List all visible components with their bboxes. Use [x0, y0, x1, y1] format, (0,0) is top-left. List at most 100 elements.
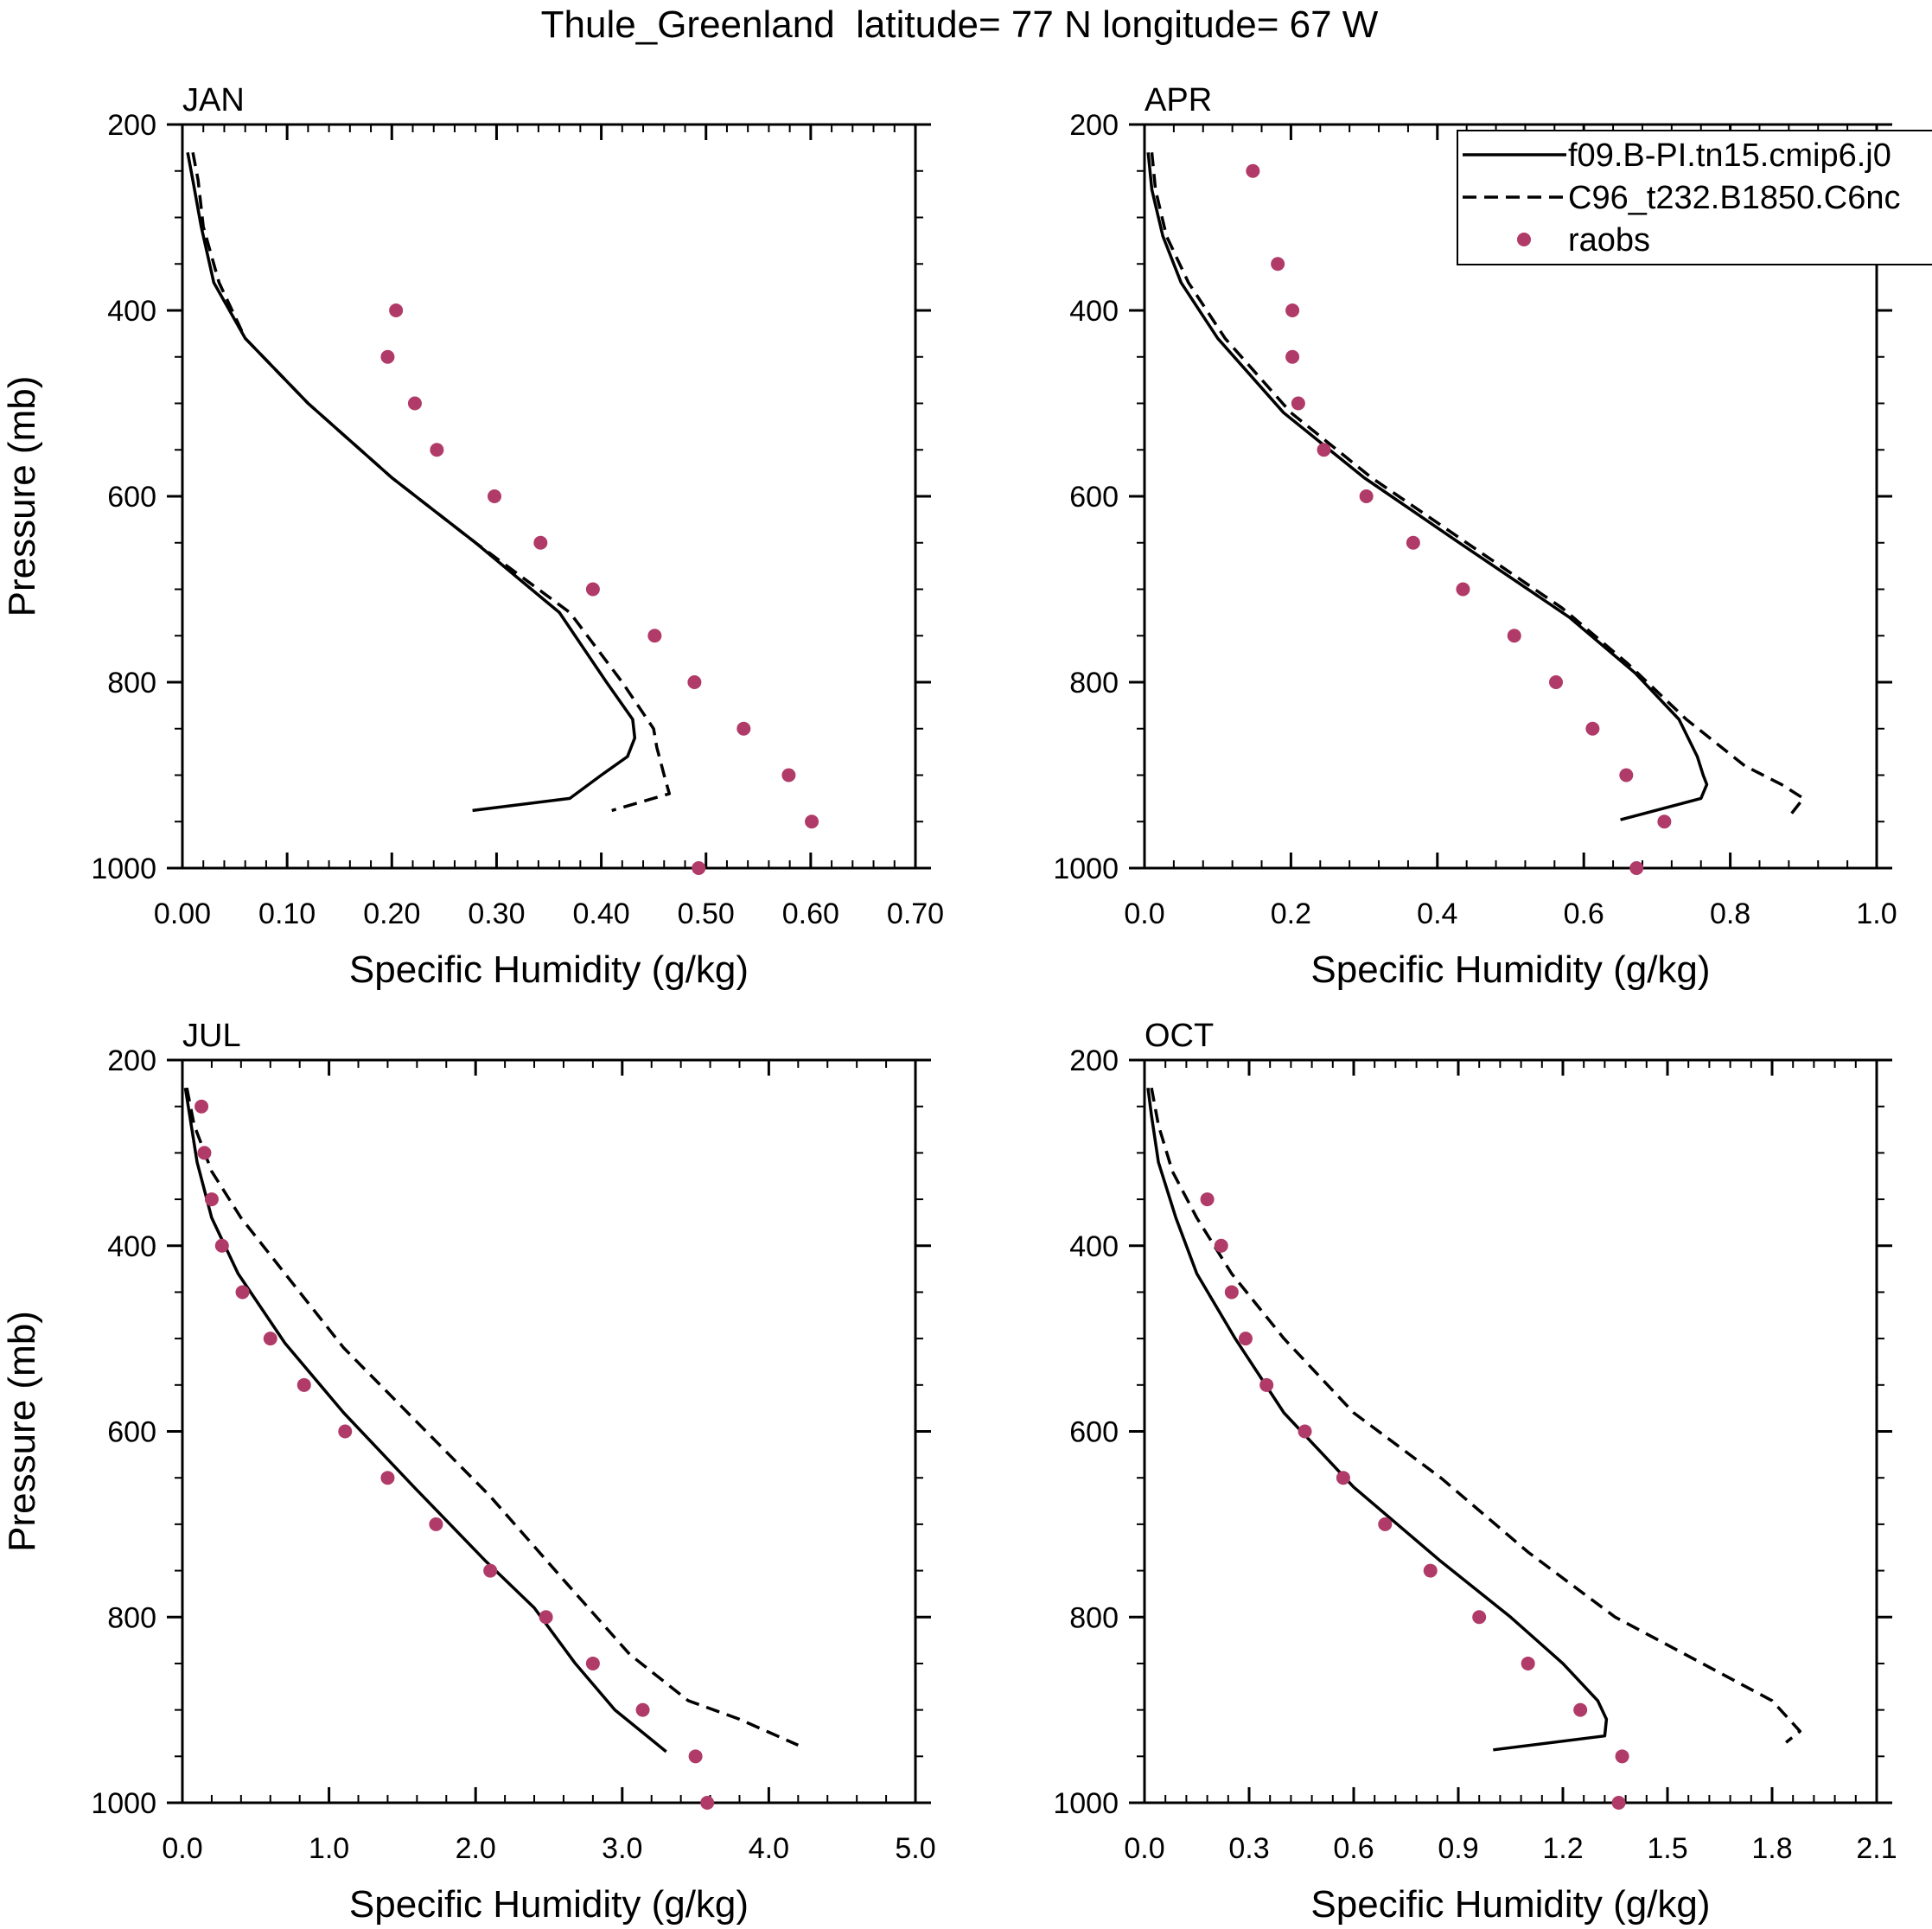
raobs-point: [688, 1749, 703, 1764]
raobs-point: [1200, 1192, 1215, 1207]
raobs-point: [194, 1099, 209, 1114]
panel-title: OCT: [1145, 1018, 1214, 1054]
y-tick-label: 200: [107, 109, 156, 142]
raobs-point: [647, 629, 662, 643]
raobs-point: [197, 1146, 212, 1160]
raobs-point: [1285, 349, 1300, 364]
y-tick-label: 200: [1069, 109, 1119, 142]
raobs-point: [585, 1656, 600, 1670]
series-line-f09: [1146, 152, 1709, 821]
y-tick-label: 800: [1069, 667, 1119, 699]
x-tick-label: 2.0: [456, 1832, 496, 1865]
raobs-point: [214, 1238, 229, 1253]
raobs-point: [235, 1285, 250, 1300]
x-tick-label: 0.4: [1417, 897, 1457, 930]
y-axis-label: Pressure (mb): [1, 1311, 43, 1552]
x-tick-label: 0.8: [1710, 897, 1750, 930]
y-tick-label: 1000: [1053, 853, 1119, 885]
raobs-point: [805, 814, 819, 829]
raobs-point: [1521, 1656, 1535, 1670]
y-tick-label: 400: [1069, 295, 1119, 328]
panel-jan: 0.00 0.10 0.20 0.30 0.40 0.50 0.60 0.70 200 400 60…: [1, 82, 944, 991]
raobs-point: [1472, 1610, 1487, 1625]
x-tick-label: 0.6: [1333, 1832, 1374, 1865]
raobs-point: [1456, 582, 1470, 597]
x-tick-label: 0.20: [363, 897, 420, 930]
raobs-point: [204, 1192, 219, 1207]
x-tick-label: 1.0: [309, 1832, 349, 1865]
panel-apr: 0.0 0.2 0.4 0.6 0.8 1.0 200 400 600 800 1000 APR Spe…: [1053, 82, 1897, 991]
raobs-point: [1259, 1377, 1274, 1392]
raobs-point: [380, 1471, 395, 1485]
panel-title: JAN: [182, 82, 245, 118]
y-tick-label: 400: [1069, 1230, 1119, 1263]
x-tick-label: 0.0: [1124, 897, 1164, 930]
y-tick-label: 1000: [1053, 1787, 1119, 1820]
raobs-point: [296, 1377, 311, 1392]
raobs-point: [338, 1424, 353, 1439]
raobs-point: [1224, 1285, 1239, 1300]
series-line-c96: [185, 1087, 800, 1747]
panel-title: APR: [1145, 82, 1212, 118]
raobs-point: [1507, 629, 1521, 643]
y-tick-label: 600: [107, 1416, 156, 1449]
raobs-point: [1573, 1702, 1588, 1717]
series-line-c96: [1150, 1087, 1802, 1744]
raobs-point: [700, 1796, 715, 1810]
raobs-point: [407, 396, 422, 411]
series-line-f09: [183, 1087, 667, 1753]
raobs-point: [1423, 1563, 1438, 1578]
raobs-point: [1317, 443, 1331, 457]
panels: 0.00 0.10 0.20 0.30 0.40 0.50 0.60 0.70 200 400 60…: [1, 82, 1897, 1926]
x-tick-label: 2.1: [1856, 1832, 1897, 1865]
x-axis-label: Specific Humidity (g/kg): [349, 949, 749, 991]
y-tick-label: 1000: [91, 1787, 156, 1820]
raobs-point: [263, 1332, 277, 1346]
raobs-point: [1657, 814, 1672, 829]
raobs-point: [1359, 489, 1374, 503]
x-tick-label: 0.2: [1271, 897, 1311, 930]
raobs-point: [1549, 675, 1564, 689]
raobs-point: [533, 535, 548, 550]
raobs-point: [429, 1517, 443, 1531]
x-tick-label: 1.2: [1542, 1832, 1583, 1865]
x-tick-label: 0.3: [1228, 1832, 1269, 1865]
x-tick-label: 0.10: [258, 897, 316, 930]
raobs-point: [1214, 1238, 1228, 1253]
y-tick-label: 1000: [91, 853, 156, 885]
x-tick-label: 0.50: [678, 897, 735, 930]
raobs-point: [781, 768, 796, 782]
y-tick-label: 200: [1069, 1044, 1119, 1077]
raobs-point: [1291, 396, 1305, 411]
x-tick-label: 1.8: [1751, 1832, 1792, 1865]
raobs-point: [483, 1563, 498, 1578]
y-tick-label: 600: [1069, 1416, 1119, 1449]
legend-marker-raobs: [1517, 233, 1531, 246]
raobs-point: [1285, 303, 1300, 317]
raobs-point: [1615, 1749, 1629, 1764]
x-tick-label: 0.6: [1564, 897, 1604, 930]
legend-label: raobs: [1568, 222, 1650, 259]
legend-label: f09.B-PI.tn15.cmip6.j0: [1568, 137, 1891, 174]
raobs-point: [1238, 1332, 1253, 1346]
series-line-f09: [186, 151, 637, 813]
raobs-point: [1271, 257, 1285, 271]
y-tick-label: 600: [107, 481, 156, 514]
x-tick-label: 0.9: [1438, 1832, 1478, 1865]
x-axis-label: Specific Humidity (g/kg): [1310, 1883, 1710, 1926]
y-tick-label: 600: [1069, 481, 1119, 514]
raobs-point: [539, 1610, 553, 1625]
y-tick-label: 200: [107, 1044, 156, 1077]
raobs-point: [1629, 861, 1644, 875]
raobs-point: [389, 303, 404, 317]
x-tick-label: 4.0: [749, 1832, 789, 1865]
panel-oct: 0.0 0.3 0.6 0.9 1.2 1.5 1.8 2.1 200 400 600 800 1000…: [1053, 1018, 1897, 1926]
legend: f09.B-PI.tn15.cmip6.j0 C96_t232.B1850.C6n…: [1457, 130, 1932, 265]
raobs-point: [380, 349, 395, 364]
raobs-point: [1585, 721, 1600, 736]
raobs-point: [1611, 1796, 1626, 1810]
raobs-point: [1619, 768, 1634, 782]
y-tick-label: 400: [107, 295, 156, 328]
raobs-point: [1336, 1471, 1350, 1485]
